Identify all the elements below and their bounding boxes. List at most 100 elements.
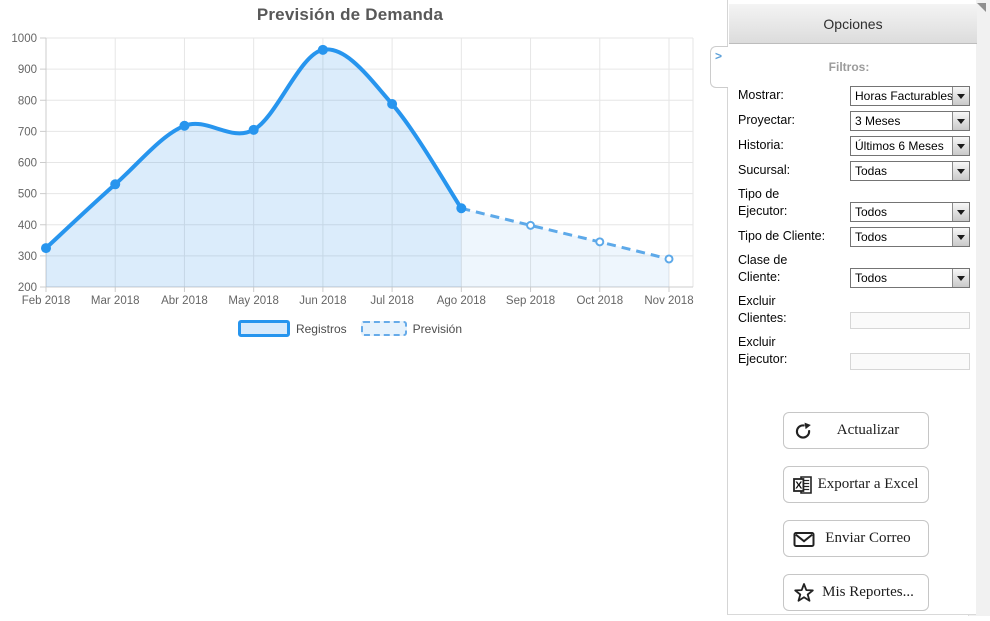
svg-text:Oct 2018: Oct 2018 <box>576 295 623 307</box>
proyectar-label: Proyectar: <box>738 113 795 127</box>
chart-title: Previsión de Demanda <box>256 5 444 24</box>
actualizar-button[interactable]: Actualizar <box>783 412 929 449</box>
filter-row-proyectar: Proyectar: 3 Meses <box>738 111 970 131</box>
svg-text:400: 400 <box>18 220 37 232</box>
triangle-down-icon <box>957 143 965 149</box>
triangle-down-icon <box>957 234 965 240</box>
registros-swatch <box>237 320 290 337</box>
svg-text:500: 500 <box>18 189 37 201</box>
svg-text:800: 800 <box>18 95 37 107</box>
filter-rows: Mostrar: Horas Facturables Proyectar: 3 Mes… <box>738 86 970 370</box>
clase-cliente-label: Clase de Cliente: <box>738 253 788 284</box>
svg-text:Sep 2018: Sep 2018 <box>506 295 555 307</box>
dropdown-arrow-icon[interactable] <box>952 162 969 180</box>
legend-item-registros[interactable]: Registros <box>237 320 347 337</box>
excluir-ejecutor-input[interactable] <box>850 353 970 370</box>
triangle-down-icon <box>957 168 965 174</box>
panel-content: Filtros: Mostrar: Horas Facturables Proyec… <box>728 44 970 611</box>
legend-label-prevision: Previsión <box>412 321 463 336</box>
prevision-line <box>460 206 670 261</box>
clase-cliente-select-value: Todos <box>855 271 888 285</box>
refresh-icon <box>793 420 817 442</box>
tipo-ejecutor-select-value: Todos <box>855 205 888 219</box>
svg-text:Nov 2018: Nov 2018 <box>644 295 693 307</box>
svg-text:Jul 2018: Jul 2018 <box>370 295 413 307</box>
filter-row-sucursal: Sucursal: Todas <box>738 161 970 181</box>
chart-legend: Registros Previsión <box>0 320 700 337</box>
svg-text:Jun 2018: Jun 2018 <box>299 295 346 307</box>
triangle-down-icon <box>957 118 965 124</box>
svg-text:300: 300 <box>18 251 37 263</box>
legend-item-prevision[interactable]: Previsión <box>360 321 463 336</box>
sucursal-label: Sucursal: <box>738 163 791 177</box>
excel-icon: X <box>793 475 817 495</box>
dropdown-arrow-icon[interactable] <box>952 112 969 130</box>
panel-header: Opciones <box>729 4 977 44</box>
button-label: Exportar a Excel <box>817 476 919 492</box>
dropdown-arrow-icon[interactable] <box>952 87 969 105</box>
exportar-button[interactable]: X Exportar a Excel <box>783 466 929 503</box>
dropdown-arrow-icon[interactable] <box>952 269 969 287</box>
svg-text:200: 200 <box>18 282 37 294</box>
filter-row-excluir-clientes: Excluir Clientes: <box>738 293 970 329</box>
filter-row-mostrar: Mostrar: Horas Facturables <box>738 86 970 106</box>
filter-row-excluir-ejecutor: Excluir Ejecutor: <box>738 334 970 370</box>
legend-label-registros: Registros <box>295 321 347 336</box>
registros-area <box>46 49 462 288</box>
proyectar-select[interactable]: 3 Meses <box>850 111 970 131</box>
enviar-button[interactable]: Enviar Correo <box>783 520 929 557</box>
scroll-grip-icon[interactable] <box>977 3 986 12</box>
triangle-down-icon <box>957 275 965 281</box>
mostrar-select[interactable]: Horas Facturables <box>850 86 970 106</box>
button-label: Mis Reportes... <box>822 584 914 600</box>
svg-text:May 2018: May 2018 <box>228 295 279 307</box>
options-panel: > Opciones Filtros: Mostrar: Horas Factur… <box>710 0 977 615</box>
svg-text:Mar 2018: Mar 2018 <box>91 295 140 307</box>
star-icon <box>793 582 817 603</box>
historia-select-value: Últimos 6 Meses <box>855 139 944 153</box>
historia-label: Historia: <box>738 138 784 152</box>
button-label: Actualizar <box>836 422 900 438</box>
svg-text:1000: 1000 <box>11 33 37 45</box>
sucursal-select-value: Todas <box>855 164 888 178</box>
button-label: Enviar Correo <box>825 530 911 546</box>
svg-text:Feb 2018: Feb 2018 <box>22 295 71 307</box>
panel-title: Opciones <box>823 15 883 32</box>
excluir-ejecutor-label: Excluir Ejecutor: <box>738 335 788 366</box>
panel-buttons: Actualizar X Exportar a Excel Enviar Correo… <box>783 412 969 611</box>
prevision-area <box>461 208 669 287</box>
demand-chart: 200 300 400 500 600 700 800 900 1000 Feb 2018 Mar … <box>0 0 700 350</box>
dropdown-arrow-icon[interactable] <box>952 228 969 246</box>
mostrar-select-value: Horas Facturables <box>855 89 952 103</box>
svg-text:X: X <box>795 479 802 491</box>
svg-text:Abr 2018: Abr 2018 <box>161 295 208 307</box>
chevron-right-icon: > <box>715 49 723 63</box>
reportes-button[interactable]: Mis Reportes... <box>783 574 929 611</box>
tipo-ejecutor-label: Tipo de Ejecutor: <box>738 187 788 218</box>
filters-heading: Filtros: <box>828 60 870 74</box>
prevision-swatch <box>360 321 407 336</box>
tipo-cliente-select[interactable]: Todos <box>850 227 970 247</box>
proyectar-select-value: 3 Meses <box>855 114 901 128</box>
mostrar-label: Mostrar: <box>738 88 784 102</box>
excluir-clientes-label: Excluir Clientes: <box>738 294 787 325</box>
triangle-down-icon <box>957 93 965 99</box>
sucursal-select[interactable]: Todas <box>850 161 970 181</box>
svg-text:600: 600 <box>18 158 37 170</box>
panel-collapse-button[interactable]: > <box>710 46 728 88</box>
clase-cliente-select[interactable]: Todos <box>850 268 970 288</box>
excluir-clientes-input[interactable] <box>850 312 970 329</box>
svg-text:900: 900 <box>18 64 37 76</box>
filter-row-historia: Historia: Últimos 6 Meses <box>738 136 970 156</box>
svg-text:Ago 2018: Ago 2018 <box>437 295 486 307</box>
tipo-cliente-label: Tipo de Cliente: <box>738 229 826 243</box>
historia-select[interactable]: Últimos 6 Meses <box>850 136 970 156</box>
dropdown-arrow-icon[interactable] <box>952 203 969 221</box>
mail-icon <box>793 530 817 548</box>
dropdown-arrow-icon[interactable] <box>952 137 969 155</box>
filter-row-tipo-ejecutor: Tipo de Ejecutor: Todos <box>738 186 970 222</box>
tipo-ejecutor-select[interactable]: Todos <box>850 202 970 222</box>
plot-area: 200 300 400 500 600 700 800 900 1000 Feb 2018 Mar … <box>11 33 693 307</box>
tipo-cliente-select-value: Todos <box>855 230 888 244</box>
svg-text:700: 700 <box>18 126 37 138</box>
